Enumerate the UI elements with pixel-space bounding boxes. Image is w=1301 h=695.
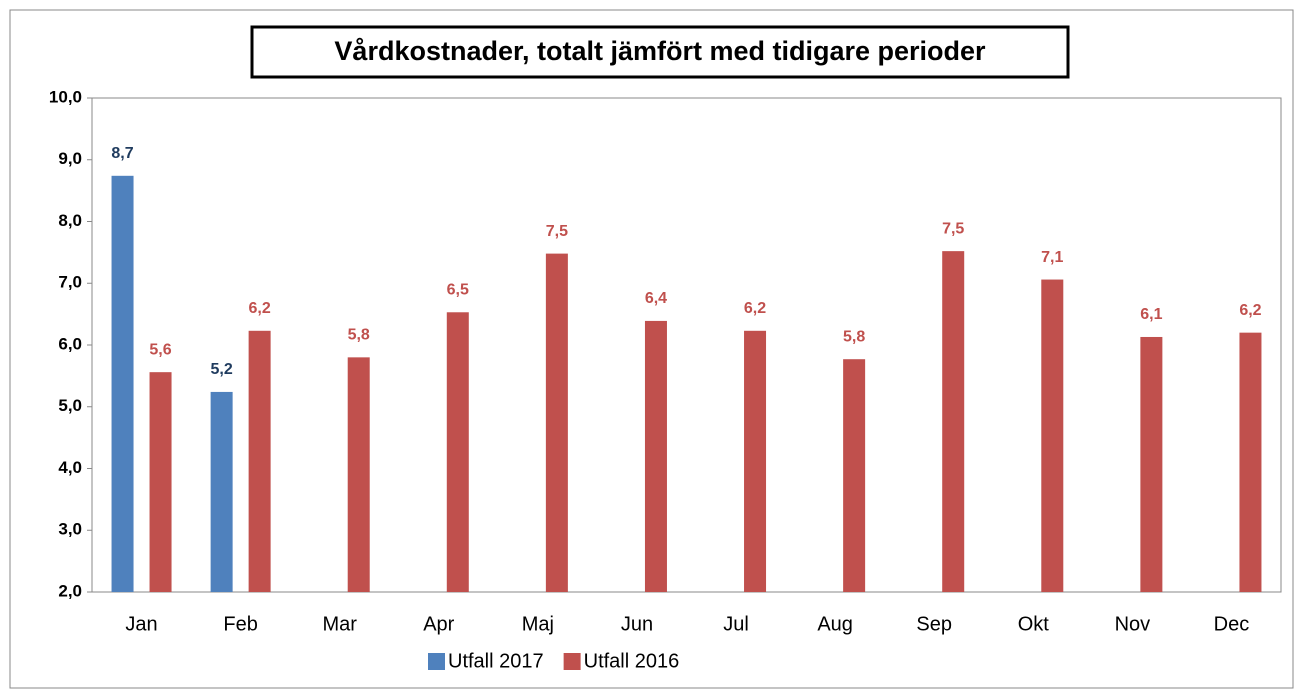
data-label: 6,2 [1239,302,1261,319]
x-tick-label: Jan [125,613,157,635]
x-tick-label: Nov [1115,613,1151,635]
bar [446,312,469,592]
legend-swatch [428,653,445,670]
x-tick-label: Okt [1018,613,1050,635]
bar [744,330,767,592]
x-tick-label: Maj [522,613,554,635]
x-tick-label: Mar [322,613,357,635]
bar [1239,332,1262,592]
bar [644,320,667,592]
bar [111,175,134,592]
data-label: 5,8 [348,327,370,344]
bar [149,372,172,592]
bar [545,253,568,593]
y-tick-label: 8,0 [58,211,82,230]
data-label: 5,8 [843,328,865,345]
bar [347,357,370,592]
bar [843,359,866,592]
legend-label: Utfall 2016 [584,650,680,672]
y-tick-label: 9,0 [58,149,82,168]
data-label: 7,1 [1041,249,1063,266]
chart-title: Vårdkostnader, totalt jämfört med tidiga… [334,36,986,66]
data-label: 6,5 [447,281,469,298]
y-tick-label: 3,0 [58,520,82,539]
data-label: 5,6 [149,341,171,358]
data-label: 6,1 [1140,306,1162,323]
title-box [250,25,1070,79]
data-label: 7,5 [942,220,964,237]
data-label: 6,2 [249,300,271,317]
bar [942,251,965,592]
y-tick-label: 5,0 [58,396,82,415]
y-tick-label: 6,0 [58,334,82,353]
bar [248,330,271,592]
legend-swatch [563,653,581,670]
y-tick-label: 7,0 [58,273,82,292]
data-label: 6,4 [645,290,667,307]
x-tick-label: Sep [916,613,952,635]
x-tick-label: Jul [723,613,749,635]
y-tick-label: 10,0 [49,87,82,106]
data-label: 5,2 [211,361,233,378]
y-tick-label: 4,0 [58,458,82,477]
legend-label: Utfall 2017 [448,650,544,672]
x-tick-label: Aug [817,613,853,635]
data-label: 7,5 [546,223,568,240]
x-tick-label: Feb [223,613,257,635]
x-tick-label: Jun [621,613,653,635]
x-tick-label: Dec [1214,613,1250,635]
y-tick-label: 2,0 [58,581,82,600]
bar [210,391,233,592]
bar [1041,279,1064,592]
data-label: 6,2 [744,300,766,317]
x-tick-label: Apr [423,613,454,635]
bar [1140,336,1163,592]
data-label: 8,7 [111,145,133,162]
